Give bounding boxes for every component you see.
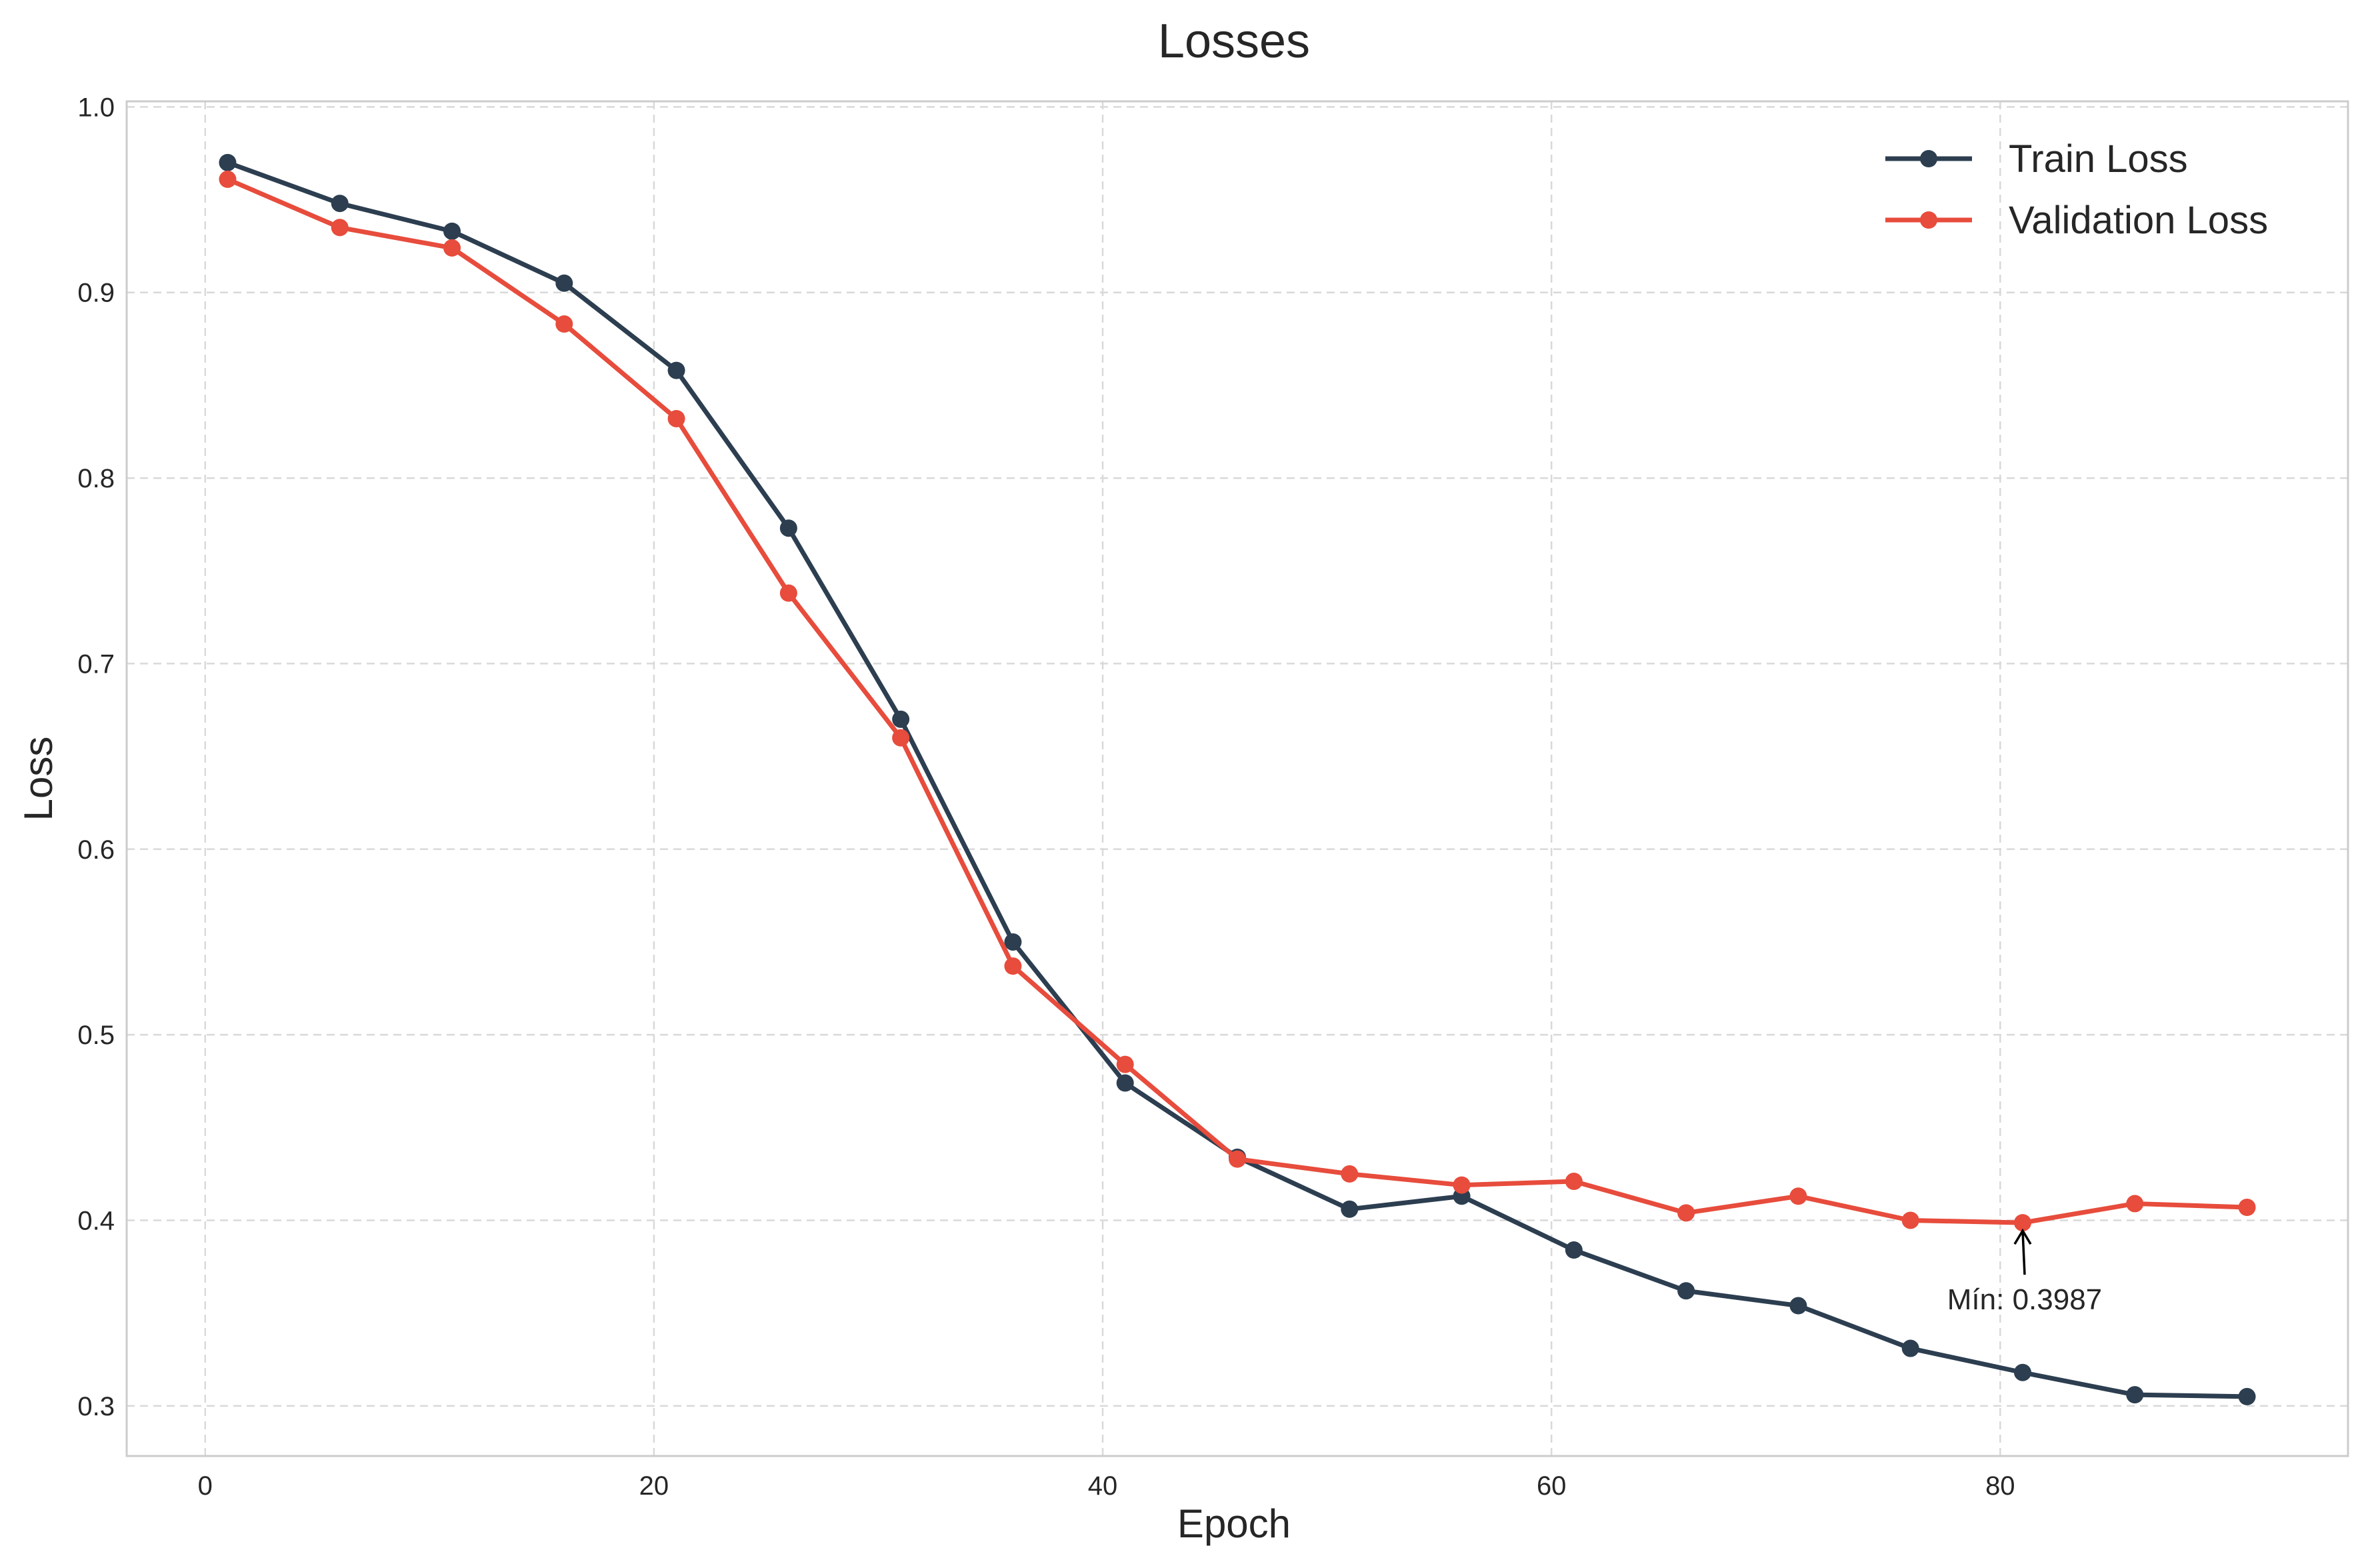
data-point-validation [779, 584, 797, 602]
grid-lines [127, 101, 2348, 1456]
data-point-train [1677, 1282, 1695, 1300]
data-point-train [1341, 1200, 1359, 1218]
data-point-train [443, 222, 461, 240]
data-point-train [555, 274, 573, 292]
series-line-validation [227, 177, 2247, 1225]
data-point-train [1901, 1339, 1919, 1357]
data-point-validation [1341, 1165, 1359, 1183]
y-tick-label: 0.9 [77, 279, 115, 308]
legend-label-train: Train Loss [2009, 137, 2188, 181]
data-point-validation [1789, 1187, 1807, 1205]
data-point-validation [1453, 1176, 1471, 1194]
legend: Train Loss Validation Loss [1885, 137, 2268, 242]
chart-title: Losses [1158, 15, 1310, 68]
data-point-validation [443, 239, 461, 257]
x-tick-label: 40 [1088, 1471, 1118, 1501]
data-point-train [1789, 1297, 1807, 1315]
annotation-arrowhead [2013, 1228, 2032, 1245]
data-point-validation [892, 729, 910, 747]
legend-label-validation: Validation Loss [2009, 199, 2268, 242]
y-tick-label: 0.4 [77, 1206, 115, 1235]
legend-marker-train [1920, 150, 1937, 167]
series-layer [219, 153, 2256, 1405]
series-validation [219, 170, 2256, 1232]
y-tick-label: 0.6 [77, 835, 115, 865]
data-point-validation [219, 170, 237, 188]
y-axis-label: Loss [16, 737, 61, 821]
data-point-train [331, 195, 349, 213]
data-point-validation [1229, 1150, 1246, 1168]
x-tick-label: 20 [639, 1471, 669, 1501]
tick-labels: 0 20 40 60 80 0.3 0.4 0.5 0.6 0.7 0.8 0.9 1.0 [77, 93, 2015, 1501]
data-point-train [779, 519, 797, 537]
data-point-train [2013, 1363, 2031, 1381]
y-tick-label: 0.7 [77, 649, 115, 679]
data-point-validation [667, 409, 685, 427]
data-point-validation [1004, 957, 1022, 975]
x-tick-label: 0 [198, 1471, 213, 1501]
data-point-validation [1116, 1055, 1134, 1073]
data-point-validation [331, 219, 349, 237]
series-line-train [227, 160, 2247, 1399]
x-tick-label: 80 [1985, 1471, 2015, 1501]
series-train [219, 153, 2256, 1405]
data-point-validation [2238, 1199, 2256, 1217]
data-point-train [1116, 1074, 1134, 1092]
annotation-label: Mín: 0.3987 [1947, 1283, 2102, 1316]
data-point-validation [1565, 1173, 1583, 1191]
plot-frame [125, 100, 2349, 1457]
data-point-train [2238, 1387, 2256, 1405]
y-tick-label: 0.5 [77, 1021, 115, 1050]
data-point-train [2126, 1386, 2144, 1404]
y-tick-label: 1.0 [77, 93, 115, 122]
data-point-train [1565, 1241, 1583, 1259]
data-point-train [667, 361, 685, 379]
data-point-validation [555, 315, 573, 333]
annotation-arrow [2021, 1231, 2026, 1275]
data-point-validation [1901, 1211, 1919, 1229]
data-point-train [219, 153, 237, 171]
data-point-validation [2013, 1214, 2031, 1232]
legend-marker-validation [1920, 211, 1937, 229]
data-point-validation [2126, 1195, 2144, 1213]
x-tick-label: 60 [1537, 1471, 1567, 1501]
data-point-train [892, 710, 910, 728]
y-tick-label: 0.8 [77, 464, 115, 493]
y-tick-label: 0.3 [77, 1392, 115, 1421]
x-axis-label: Epoch [1177, 1501, 1291, 1546]
data-point-train [1004, 933, 1022, 951]
min-annotation: Mín: 0.3987 [1947, 1228, 2102, 1316]
data-point-validation [1677, 1204, 1695, 1222]
